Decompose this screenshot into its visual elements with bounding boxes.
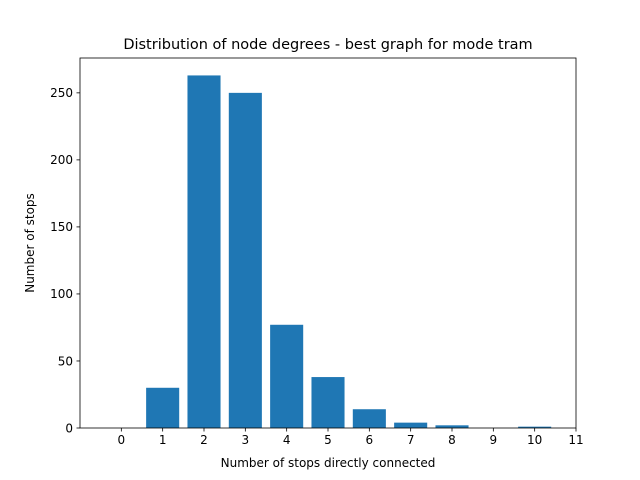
- chart-title: Distribution of node degrees - best grap…: [123, 37, 532, 53]
- bar-3: [228, 92, 262, 429]
- y-tick-label: 200: [50, 153, 73, 167]
- y-tick-label: 50: [58, 354, 73, 368]
- x-tick-label: 8: [448, 433, 456, 447]
- x-tick-label: 6: [366, 433, 374, 447]
- x-tick-label: 7: [407, 433, 415, 447]
- x-tick-label: 4: [283, 433, 291, 447]
- y-axis-ticks: 0 50 100 150 200 250: [50, 86, 80, 435]
- plot-frame: [79, 57, 577, 429]
- y-axis-label: Number of stops: [23, 193, 37, 293]
- x-tick-label: 5: [324, 433, 332, 447]
- x-tick-label: 2: [200, 433, 208, 447]
- x-tick-label: 1: [159, 433, 167, 447]
- bar-8: [435, 425, 469, 428]
- bar-5: [311, 377, 345, 428]
- bar-1: [146, 387, 180, 428]
- x-tick-label: 9: [490, 433, 498, 447]
- y-tick-label: 250: [50, 86, 73, 100]
- x-tick-label: 10: [527, 433, 542, 447]
- y-tick-label: 0: [65, 421, 73, 435]
- y-tick-label: 150: [50, 220, 73, 234]
- bar-7: [394, 422, 428, 428]
- bars-group: [146, 75, 552, 429]
- x-axis-ticks: 0 1 2 3 4 5 6 7 8 9 10 11: [118, 428, 584, 447]
- x-tick-label: 11: [568, 433, 583, 447]
- x-tick-label: 3: [242, 433, 250, 447]
- bar-10: [518, 426, 552, 428]
- bar-2: [187, 75, 221, 429]
- x-axis-label: Number of stops directly connected: [221, 456, 436, 470]
- bar-6: [352, 409, 386, 428]
- x-tick-label: 0: [118, 433, 126, 447]
- bar-4: [270, 324, 304, 428]
- y-tick-label: 100: [50, 287, 73, 301]
